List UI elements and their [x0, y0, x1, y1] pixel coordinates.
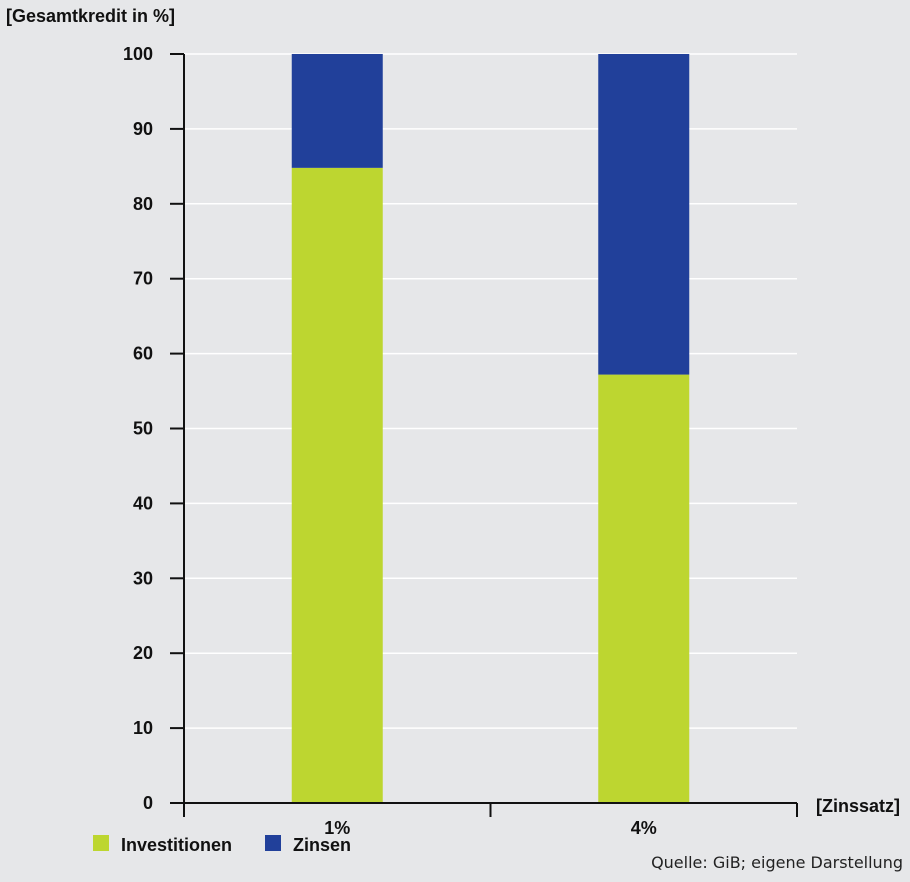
- legend-label-investitionen: Investitionen: [121, 835, 232, 855]
- y-tick-label: 70: [133, 269, 153, 289]
- y-axis-title: [Gesamtkredit in %]: [6, 6, 175, 26]
- y-tick-label: 100: [123, 44, 153, 64]
- y-tick-label: 10: [133, 718, 153, 738]
- y-tick-label: 90: [133, 119, 153, 139]
- x-tick-labels: 1% 4%: [324, 818, 657, 838]
- y-tick-label: 80: [133, 194, 153, 214]
- bar-zinsen-2: [598, 54, 690, 375]
- y-tick-labels: 0 10 20 30 40 50 60 70 80 90 100: [123, 44, 153, 813]
- legend-swatch-investitionen: [93, 835, 109, 851]
- x-tick-label: 1%: [324, 818, 350, 838]
- y-tick-label: 50: [133, 419, 153, 439]
- legend: Investitionen Zinsen: [93, 835, 351, 855]
- axes: [170, 53, 798, 817]
- bar-zinsen-1: [291, 54, 383, 168]
- y-tick-label: 30: [133, 568, 153, 588]
- y-tick-label: 40: [133, 493, 153, 513]
- bar-investitionen-2: [598, 374, 690, 803]
- y-tick-label: 20: [133, 643, 153, 663]
- source-note: Quelle: GiB; eigene Darstellung: [651, 853, 903, 872]
- bar-investitionen-1: [291, 167, 383, 803]
- grid-lines: [184, 53, 797, 729]
- y-tick-label: 60: [133, 344, 153, 364]
- bars: [291, 54, 690, 803]
- legend-swatch-zinsen: [265, 835, 281, 851]
- x-tick-label: 4%: [631, 818, 657, 838]
- legend-label-zinsen: Zinsen: [293, 835, 351, 855]
- x-axis-title: [Zinssatz]: [816, 796, 900, 816]
- y-tick-label: 0: [143, 793, 153, 813]
